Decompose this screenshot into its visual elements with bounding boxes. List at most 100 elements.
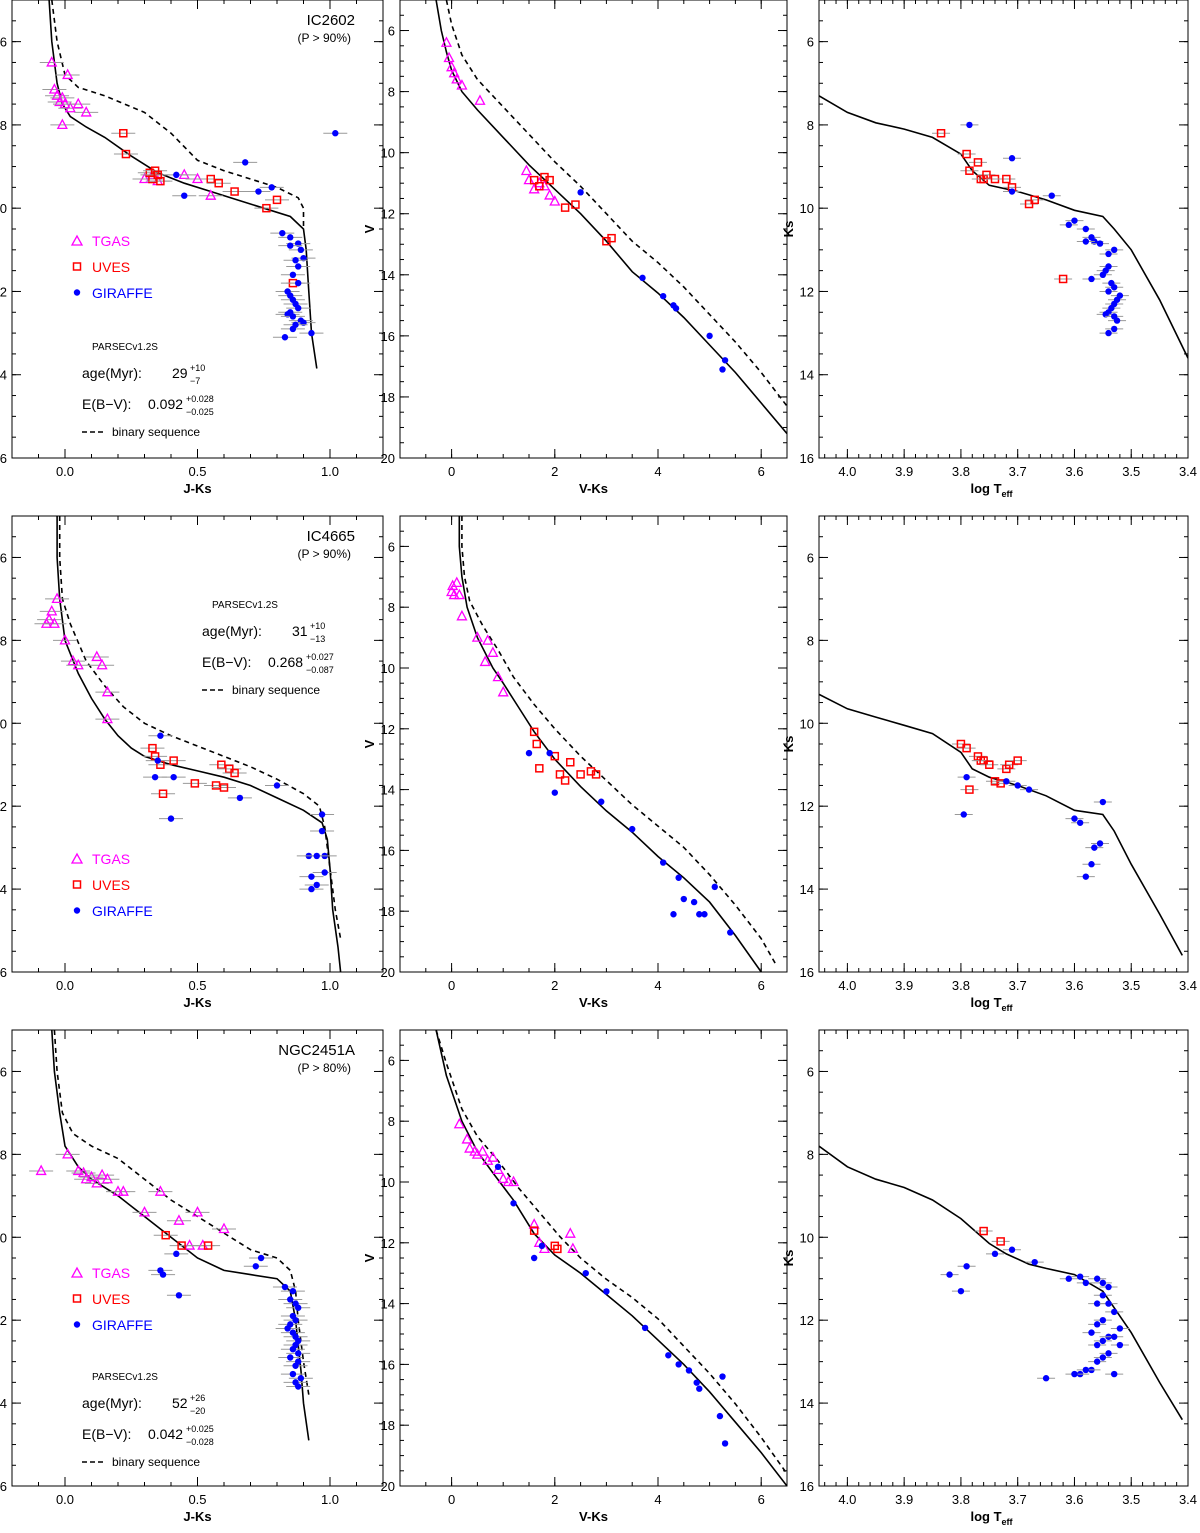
binary-legend-label: binary sequence (112, 425, 200, 439)
x-tick-label: 0.5 (188, 464, 206, 479)
panel-ic2602-cmd_jk: 0.00.51.06810121416J-KsHIC2602(P > 90%)T… (0, 0, 384, 496)
y-tick-label: 6 (0, 550, 7, 565)
uves-point (962, 743, 971, 753)
giraffe-point (960, 811, 967, 818)
binary-sequence-line (58, 516, 342, 939)
giraffe-point (719, 1373, 726, 1380)
y-tick-label: 14 (800, 1396, 814, 1411)
tgas-point (471, 1148, 483, 1159)
giraffe-point (1071, 815, 1078, 822)
giraffe-point (641, 1324, 649, 1332)
isochrone-line (435, 1030, 787, 1486)
giraffe-point (1042, 1375, 1050, 1382)
y-tick-label: 8 (0, 118, 7, 133)
panel-ic4665-cmd_vk: 0 2 4 6 6 8 10 12 14 16 18 20 V-Ks V (362, 515, 788, 1010)
tgas-point (67, 654, 79, 666)
y-tick-label: 18 (381, 1418, 395, 1433)
uves-point (219, 783, 229, 792)
giraffe-point (1099, 271, 1107, 278)
giraffe-point (281, 1283, 289, 1291)
plot-area (435, 1030, 787, 1486)
x-axis-title: V-Ks (579, 481, 608, 496)
uves-point (1058, 274, 1068, 284)
model-name: PARSECv1.2S (92, 1372, 158, 1383)
giraffe-point (966, 121, 973, 129)
uves-point (607, 233, 616, 243)
giraffe-point (1003, 778, 1010, 785)
giraffe-point (287, 1296, 294, 1303)
uves-point (560, 203, 570, 212)
giraffe-point (1105, 1300, 1112, 1307)
uves-point (973, 158, 983, 167)
giraffe-point (1111, 284, 1118, 291)
binary-legend-label: binary sequence (232, 683, 320, 697)
giraffe-point (297, 1375, 305, 1382)
giraffe-point (1111, 325, 1118, 333)
y-tick-label: 16 (381, 843, 395, 858)
giraffe-point (510, 1200, 517, 1207)
giraffe-point (295, 1304, 302, 1311)
giraffe-point (1014, 782, 1021, 789)
giraffe-point (173, 1250, 180, 1258)
uves-point (153, 170, 162, 180)
tgas-point (544, 189, 556, 200)
ebv-plus: +0.028 (186, 394, 214, 404)
panel-ic4665-hrd: 4.0 3.9 3.8 3.7 3.6 3.5 3.4 6 8 10 12 14 16 log Teff K… (781, 515, 1197, 1013)
binary-sequence-line (445, 0, 787, 407)
uves-point (535, 764, 544, 773)
tgas-point (567, 1242, 579, 1254)
giraffe-point (1088, 861, 1095, 868)
x-tick-label: 0 (448, 464, 455, 479)
giraffe-point (1099, 1337, 1107, 1345)
x-tick-label: 1.0 (321, 978, 339, 993)
tgas-point (528, 182, 540, 194)
giraffe-point (1105, 288, 1112, 295)
age-value: 29 (172, 365, 188, 381)
giraffe-point (1031, 1258, 1038, 1266)
giraffe-point (1093, 1275, 1101, 1282)
legend-label-uves: UVES (92, 259, 130, 275)
plot-frame (399, 515, 788, 973)
giraffe-point (268, 184, 275, 191)
y-axis-title: V (362, 1253, 377, 1262)
age-minus: −7 (190, 376, 200, 386)
giraffe-point (295, 304, 302, 312)
x-tick-label: 0.5 (188, 1492, 206, 1507)
y-tick-label: 12 (0, 1313, 7, 1328)
giraffe-point (175, 1292, 183, 1299)
tgas-point (474, 94, 486, 105)
y-tick-label: 14 (0, 368, 7, 383)
giraffe-point (665, 1352, 672, 1359)
tgas-point (482, 634, 494, 645)
y-tick-label: 6 (388, 24, 395, 39)
tgas-point (138, 1206, 151, 1217)
tgas-point (51, 592, 63, 604)
giraffe-point (672, 305, 680, 312)
giraffe-point (670, 911, 677, 918)
x-axis-title: V-Ks (579, 1509, 608, 1524)
ebv-value: 0.092 (148, 396, 183, 412)
y-tick-label: 14 (0, 882, 7, 897)
giraffe-point (321, 869, 328, 876)
x-axis-title-sub: eff (1002, 1003, 1014, 1013)
age-minus: −20 (190, 1406, 205, 1416)
x-tick-label: 3.8 (952, 464, 970, 479)
tgas-point (173, 1214, 185, 1225)
cluster-name: NGC2451A (278, 1042, 355, 1059)
y-tick-label: 14 (800, 882, 814, 897)
tgas-point (528, 1218, 540, 1229)
giraffe-point (680, 895, 687, 903)
age-plus: +10 (190, 363, 205, 373)
binary-sequence-line (53, 1030, 310, 1395)
legend-giraffe-marker (73, 907, 81, 914)
giraffe-point (157, 732, 164, 739)
tgas-point (48, 617, 60, 628)
giraffe-point (257, 1254, 265, 1262)
tgas-point (446, 60, 458, 72)
binary-sequence-line (461, 516, 778, 967)
giraffe-point (1099, 1316, 1107, 1324)
y-tick-label: 6 (807, 550, 814, 565)
y-tick-label: 20 (381, 965, 395, 980)
tgas-point (448, 66, 460, 78)
tgas-point (564, 1227, 576, 1238)
